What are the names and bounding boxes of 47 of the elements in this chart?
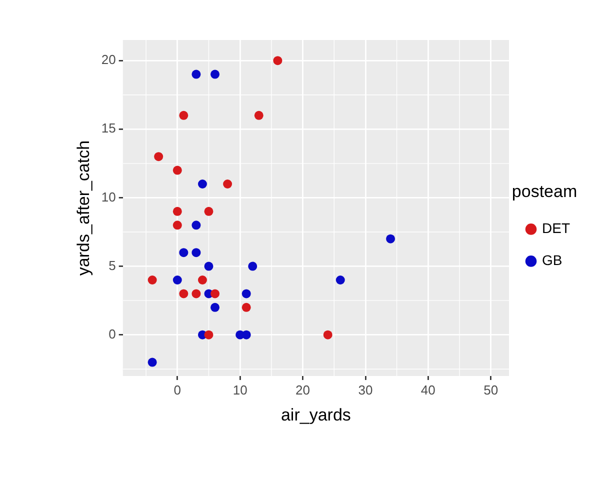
point [154, 152, 164, 162]
y-tick-label: 5 [108, 258, 116, 273]
point [242, 302, 251, 312]
x-tick-label: 50 [484, 382, 498, 398]
point [148, 358, 157, 367]
point [204, 206, 214, 216]
point [192, 248, 201, 258]
x-tick-label: 40 [420, 382, 436, 398]
y-tick-label: 10 [101, 189, 116, 204]
point [273, 56, 282, 66]
point [254, 110, 264, 120]
point [198, 276, 207, 284]
x-tick-label: 10 [232, 382, 248, 398]
x-tick-label: 20 [296, 382, 310, 398]
point [192, 289, 201, 298]
point [210, 302, 220, 312]
point [323, 330, 332, 340]
point [179, 248, 188, 258]
point [148, 276, 157, 284]
legend-title: posteam [512, 182, 578, 201]
x-axis-title: air_yards [280, 405, 351, 424]
point [204, 330, 214, 340]
point [204, 262, 214, 271]
y-tick-label: 15 [101, 120, 116, 136]
point [192, 70, 201, 79]
point [242, 289, 251, 298]
point [172, 206, 182, 216]
point [198, 180, 207, 188]
legend-label: GB [542, 252, 562, 268]
y-tick-label: 0 [108, 326, 116, 342]
y-tick-label: 20 [101, 52, 116, 68]
point [336, 276, 345, 284]
point [192, 220, 201, 230]
point [172, 220, 182, 230]
point [172, 276, 182, 284]
point [210, 70, 220, 79]
point [223, 180, 232, 188]
point [179, 110, 188, 120]
point [172, 166, 182, 175]
legend-label: DET [542, 220, 570, 236]
x-tick-label: 30 [358, 382, 373, 398]
point [248, 262, 258, 271]
y-axis-title: yards_after_catch [74, 140, 93, 276]
point [386, 234, 396, 244]
x-tick-label: 0 [174, 382, 182, 398]
point [179, 289, 188, 298]
point [210, 289, 220, 298]
